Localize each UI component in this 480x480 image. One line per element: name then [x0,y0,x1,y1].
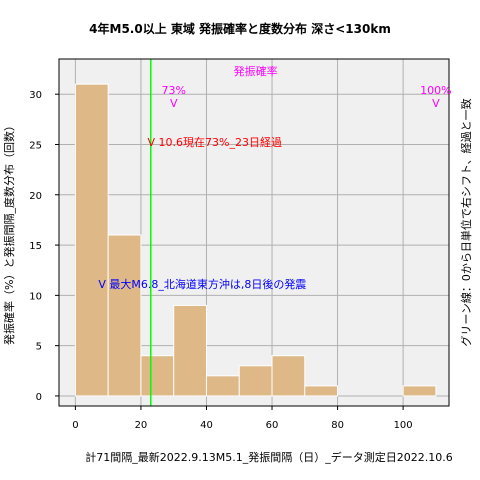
pct-73-label: 73% [161,84,185,97]
x-axis-label: 計71間隔_最新2022.9.13M5.1_発振間隔（日）_データ測定日2022… [85,450,452,464]
pct-100-marker: V [432,97,440,110]
probability-legend: 発振確率 [234,64,278,78]
y-tick-label: 15 [29,241,42,252]
pct-100-label: 100% [420,84,451,97]
y-axis-label: 発振確率（%）と発振間隔_度数分布（回数） [2,120,16,345]
histogram-bar [304,385,339,397]
y-tick-label: 25 [29,140,42,151]
histogram-bar [74,83,109,397]
ticks: 0 20 40 60 80 100 0 5 10 15 20 25 30 [29,90,412,431]
x-tick-label: 60 [266,420,279,431]
histogram-bar [107,234,142,397]
current-status-note: V 10.6現在73%_23日経過 [147,136,281,149]
y-tick-label: 5 [36,342,42,353]
x-tick-label: 40 [200,420,213,431]
right-axis-label: グリーン線：0から日単位で右シフト、経過と一致 [459,98,473,346]
y-tick-label: 30 [29,90,42,101]
chart-title: 4年M5.0以上 東域 発振確率と度数分布 深さ<130km [89,22,391,36]
y-tick-label: 10 [29,291,42,302]
max-quake-note: V 最大M6.8_北海道東方沖は,8日後の発震 [98,277,306,291]
x-tick-label: 0 [72,420,78,431]
histogram-bar [140,355,175,397]
histogram-bar [402,385,437,397]
histogram-bar [205,375,240,397]
y-tick-label: 0 [36,392,42,403]
histogram-bar [271,355,306,397]
x-tick-label: 80 [331,420,344,431]
pct-73-marker: V [170,97,178,110]
histogram-bar [173,304,207,397]
x-tick-label: 20 [135,420,148,431]
plot-frame [58,58,450,407]
y-tick-label: 20 [29,191,42,202]
histogram-bar [238,365,273,397]
bars [74,83,437,397]
x-tick-label: 100 [394,420,413,431]
